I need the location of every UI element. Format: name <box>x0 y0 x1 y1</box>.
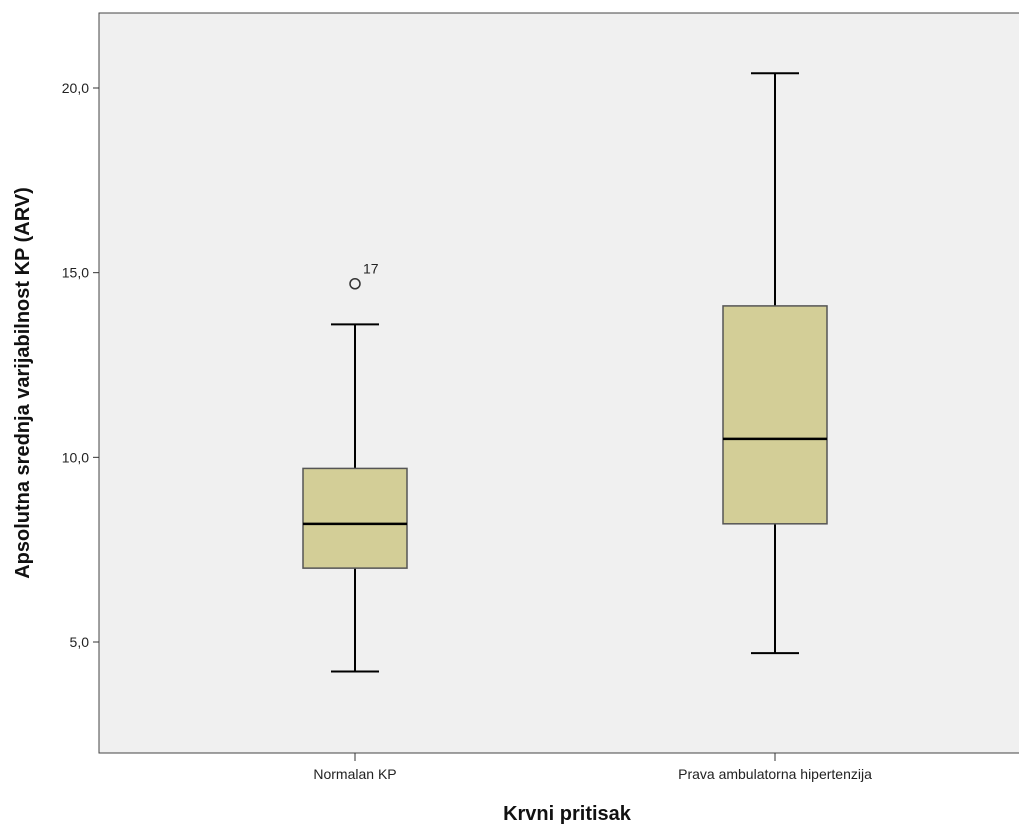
y-tick-label: 15,0 <box>62 265 89 281</box>
y-tick-label: 20,0 <box>62 80 89 96</box>
box <box>722 305 828 525</box>
box <box>302 467 408 569</box>
box-group: 17 <box>302 261 408 673</box>
x-axis: Normalan KP Prava ambulatorna hipertenzij… <box>313 753 872 782</box>
boxes: 17 <box>302 72 828 673</box>
x-tick-label: Prava ambulatorna hipertenzija <box>678 766 872 782</box>
y-axis-title: Apsolutna srednja varijabilnost KP (ARV) <box>12 187 34 579</box>
outlier-point <box>349 277 361 290</box>
outlier-label: 17 <box>363 261 379 277</box>
x-axis-title: Krvni pritisak <box>503 803 632 825</box>
y-axis: 5,0 10,0 15,0 20,0 <box>62 80 99 650</box>
y-tick-label: 10,0 <box>62 449 89 465</box>
box-group <box>722 72 828 655</box>
plot-area <box>98 12 1019 754</box>
y-tick-label: 5,0 <box>70 634 90 650</box>
x-tick-label: Normalan KP <box>313 766 396 782</box>
